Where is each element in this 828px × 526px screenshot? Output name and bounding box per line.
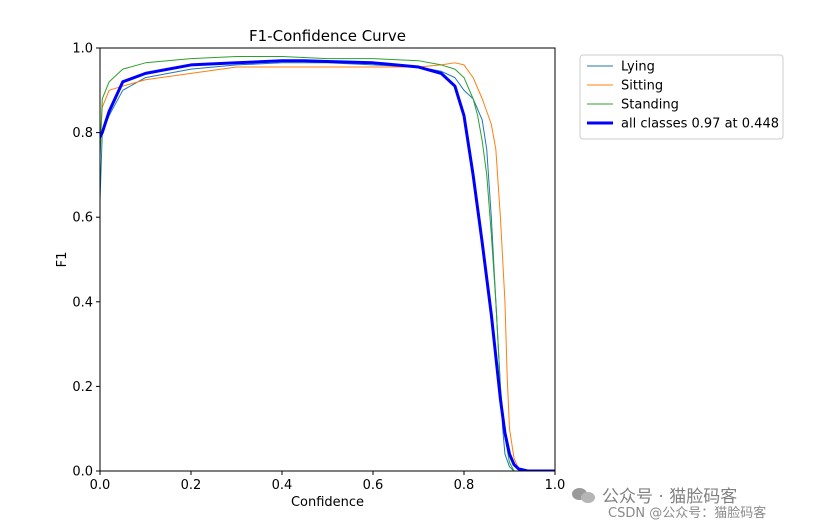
legend: Lying Sitting Standing all classes 0.97 at … — [579, 54, 784, 140]
plot-frame — [99, 47, 556, 472]
series-line-3 — [100, 55, 515, 471]
y-axis: 0.0 0.2 0.4 0.6 0.8 1.0 — [72, 42, 100, 480]
x-tick-label: 0.0 — [90, 478, 111, 493]
y-tick-label: 0.0 — [72, 465, 93, 480]
wechat-icon — [572, 486, 596, 504]
series-line-1 — [100, 62, 520, 471]
legend-label: Standing — [621, 98, 679, 113]
watermark-footer: CSDN @公众号：猫脸码客 — [608, 506, 767, 521]
chart-title: F1-Confidence Curve — [249, 27, 406, 45]
y-tick-label: 0.2 — [72, 380, 93, 395]
x-tick-label: 0.2 — [181, 478, 202, 493]
x-axis: 0.0 0.2 0.4 0.6 0.8 1.0 — [90, 471, 566, 493]
y-tick-label: 1.0 — [72, 42, 93, 57]
y-tick-label: 0.8 — [72, 126, 93, 141]
x-tick-label: 1.0 — [545, 478, 566, 493]
x-tick-label: 0.8 — [454, 478, 475, 493]
watermark-main-text: 公众号 · 猫脸码客 — [602, 487, 738, 507]
y-axis-label: F1 — [55, 252, 70, 268]
legend-label: Sitting — [621, 79, 663, 94]
watermark-main: 公众号 · 猫脸码客 — [572, 482, 737, 507]
series-line-4 — [100, 59, 555, 471]
y-tick-label: 0.6 — [72, 211, 93, 226]
legend-label: all classes 0.97 at 0.448 — [621, 117, 779, 132]
x-tick-label: 0.4 — [272, 478, 293, 493]
x-axis-label: Confidence — [291, 495, 364, 510]
series-layer — [100, 55, 555, 471]
y-tick-label: 0.4 — [72, 295, 93, 310]
x-tick-label: 0.6 — [363, 478, 384, 493]
legend-box — [579, 54, 784, 140]
series-line-2 — [100, 62, 524, 471]
legend-label: Lying — [621, 60, 655, 75]
